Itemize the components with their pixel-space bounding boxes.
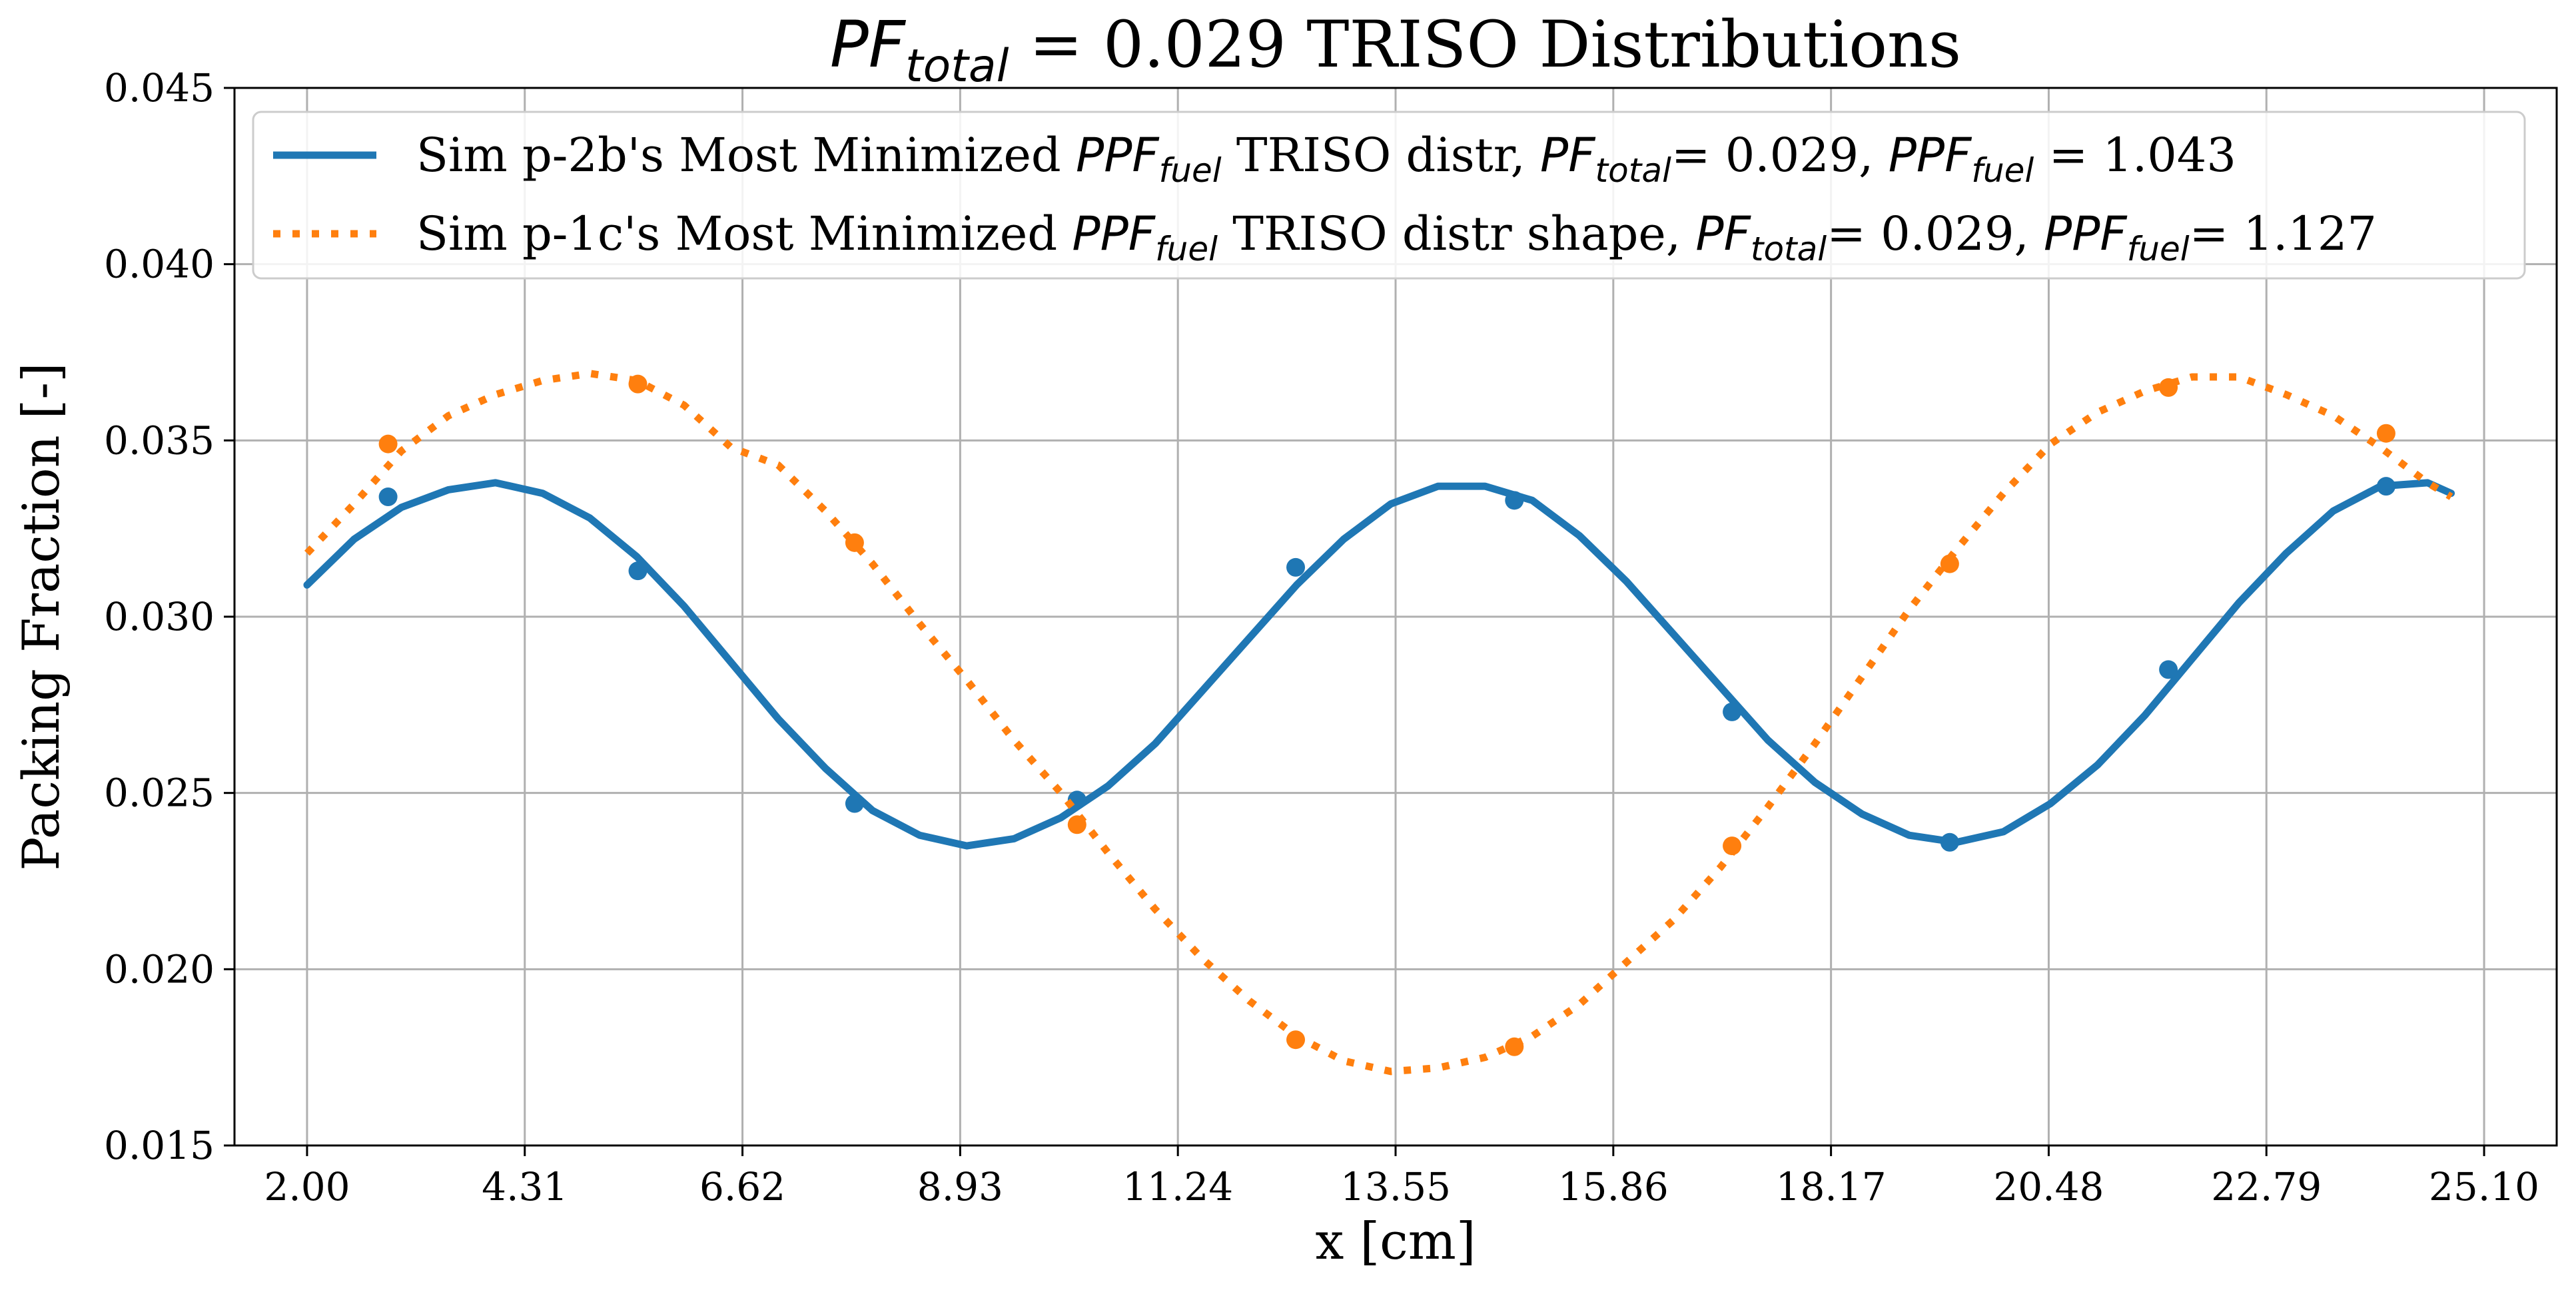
series-2-point — [2376, 424, 2395, 443]
x-tick-label: 2.00 — [264, 1164, 350, 1209]
y-tick-label: 0.020 — [104, 946, 215, 992]
y-axis-label: Packing Fraction [-] — [11, 362, 71, 870]
series-1-point — [1723, 702, 1742, 721]
legend-entry-1: Sim p-2b's Most Minimized PPFfuel TRISO … — [273, 128, 2236, 190]
x-tick-label: 11.24 — [1122, 1164, 1233, 1209]
series-2-point — [628, 374, 647, 394]
y-tick-label: 0.030 — [104, 594, 215, 639]
series-2 — [304, 370, 2453, 1076]
series-2-point — [1505, 1037, 1524, 1056]
x-tick-label: 4.31 — [482, 1164, 568, 1209]
legend: Sim p-2b's Most Minimized PPFfuel TRISO … — [252, 111, 2526, 280]
tick-layer: 2.00 4.31 6.62 8.93 11.24 13.55 15.86 18.17 20.4… — [104, 65, 2539, 1209]
series-1-point — [378, 487, 398, 507]
legend-box — [252, 111, 2526, 280]
x-tick-label: 22.79 — [2211, 1164, 2322, 1209]
x-tick-label: 25.10 — [2429, 1164, 2539, 1209]
y-tick-label: 0.015 — [104, 1123, 215, 1168]
series-1-point — [628, 561, 647, 581]
series-1 — [303, 477, 2455, 852]
series-1-point — [845, 794, 864, 813]
y-tick-label: 0.035 — [104, 418, 215, 463]
series-2-point — [378, 434, 398, 454]
series-2-point — [845, 533, 864, 552]
series-1-point — [2159, 660, 2178, 679]
series-1-point — [1940, 832, 1959, 852]
series-1-point — [1286, 557, 1306, 577]
series-1-line — [303, 479, 2455, 850]
legend-label-1: Sim p-2b's Most Minimized PPFfuel TRISO … — [416, 128, 2236, 190]
series-2-point — [1723, 836, 1742, 856]
x-tick-label: 18.17 — [1776, 1164, 1887, 1209]
series-2-point — [1940, 554, 1959, 573]
series-2-point — [1286, 1030, 1306, 1050]
x-tick-label: 13.55 — [1340, 1164, 1451, 1209]
series-layer — [303, 370, 2455, 1076]
series-1-point — [2376, 477, 2395, 496]
series-2-line — [304, 370, 2453, 1076]
y-tick-label: 0.040 — [104, 242, 215, 287]
x-tick-label: 20.48 — [1993, 1164, 2104, 1209]
y-tick-label: 0.025 — [104, 771, 215, 816]
x-axis-label: x [cm] — [1316, 1211, 1476, 1271]
legend-label-2: Sim p-1c's Most Minimized PPFfuel TRISO … — [416, 206, 2377, 268]
series-2-point — [2159, 378, 2178, 397]
legend-entry-2: Sim p-1c's Most Minimized PPFfuel TRISO … — [273, 206, 2377, 268]
x-tick-label: 8.93 — [917, 1164, 1003, 1209]
x-tick-label: 6.62 — [699, 1164, 785, 1209]
chart-title: PFtotal = 0.029 TRISO Distributions — [830, 7, 1961, 93]
series-2-point — [1067, 815, 1086, 834]
y-tick-label: 0.045 — [104, 65, 215, 111]
series-1-point — [1505, 491, 1524, 510]
x-tick-label: 15.86 — [1558, 1164, 1669, 1209]
